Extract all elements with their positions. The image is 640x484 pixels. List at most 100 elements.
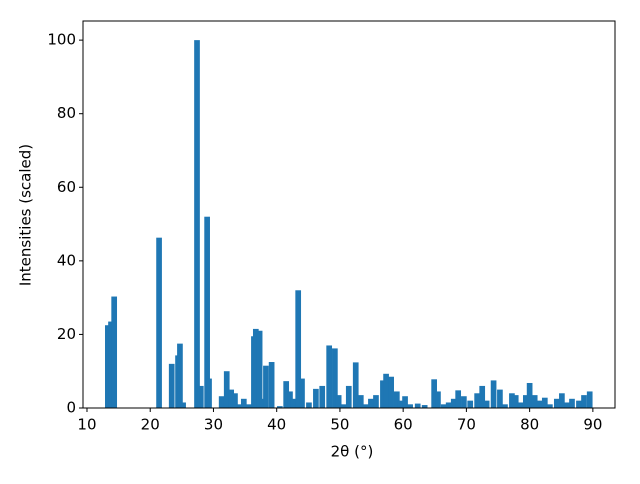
bar (246, 404, 252, 408)
bar (522, 395, 529, 408)
x-tick-label: 20 (141, 416, 160, 434)
bar (197, 385, 204, 408)
bar (319, 385, 326, 408)
bar (517, 402, 524, 408)
bar (156, 237, 162, 408)
bar (204, 216, 210, 408)
bar (237, 404, 243, 408)
y-axis-label: Intensities (scaled) (17, 144, 35, 286)
x-tick-label: 10 (77, 416, 96, 434)
bar (383, 373, 389, 408)
bar (502, 404, 508, 408)
bar (479, 385, 486, 408)
bar (295, 290, 302, 408)
bar (299, 378, 305, 408)
bar (232, 393, 238, 408)
bar (111, 296, 118, 408)
bar (168, 363, 175, 408)
bar (335, 395, 342, 408)
bar (240, 398, 247, 408)
bar (218, 396, 225, 408)
bar (223, 371, 230, 408)
bar (431, 379, 437, 408)
bar (180, 402, 186, 408)
bar (553, 398, 560, 408)
bar (435, 391, 441, 408)
bar (467, 400, 474, 408)
y-tick-label: 100 (47, 31, 76, 49)
x-tick-label: 50 (330, 416, 349, 434)
bar (326, 345, 333, 408)
bar (352, 362, 359, 408)
bar (259, 398, 266, 408)
bar (445, 402, 452, 408)
bar (497, 389, 503, 408)
bar (393, 391, 400, 408)
bar (105, 325, 111, 408)
bar (407, 404, 413, 408)
bar (490, 380, 497, 408)
bar (306, 402, 312, 408)
bar (576, 400, 582, 408)
bar (313, 388, 319, 408)
bar (526, 382, 533, 408)
bar (461, 396, 467, 408)
bar (402, 396, 408, 408)
bar (194, 40, 200, 409)
bar (256, 330, 263, 408)
bar (283, 381, 290, 408)
bar (581, 395, 587, 408)
x-tick-label: 60 (394, 416, 413, 434)
bar (397, 400, 403, 408)
bar (206, 378, 212, 408)
plot-frame (82, 20, 616, 409)
y-tick-label: 40 (57, 251, 76, 269)
bar (332, 348, 338, 408)
bar (455, 390, 462, 408)
bar (357, 395, 364, 408)
bar (252, 328, 259, 408)
x-tick-label: 70 (457, 416, 476, 434)
bar (483, 400, 490, 408)
x-tick-label: 40 (267, 416, 286, 434)
bar (547, 404, 553, 408)
x-tick-label: 80 (520, 416, 539, 434)
x-tick-label: 30 (204, 416, 223, 434)
bar (373, 395, 379, 408)
bar (108, 321, 114, 408)
bar (277, 406, 283, 408)
bar (368, 398, 374, 408)
bar (268, 362, 275, 408)
bar (559, 393, 565, 408)
bar (564, 402, 570, 408)
bar (340, 404, 347, 408)
bar (177, 343, 183, 408)
bar (541, 397, 548, 408)
bar (531, 395, 538, 408)
bar (569, 398, 575, 408)
bar (228, 389, 235, 408)
bar (388, 376, 394, 408)
bar (450, 398, 457, 408)
y-tick-label: 20 (57, 325, 76, 343)
bar (536, 400, 543, 408)
bar (263, 365, 269, 408)
bar (440, 404, 447, 408)
bar (290, 398, 296, 408)
bar (414, 403, 421, 408)
y-tick-label: 80 (57, 104, 76, 122)
bar (345, 385, 352, 408)
bar (363, 404, 369, 408)
bar (586, 391, 593, 408)
bar (474, 393, 480, 408)
bar (380, 380, 386, 408)
y-tick-label: 0 (66, 399, 76, 417)
bar (509, 393, 515, 408)
x-axis-label: 2θ (°) (331, 443, 374, 461)
x-tick-label: 90 (583, 416, 602, 434)
y-tick-label: 60 (57, 178, 76, 196)
bar (421, 405, 428, 408)
bar (512, 395, 519, 408)
bar (287, 391, 293, 408)
